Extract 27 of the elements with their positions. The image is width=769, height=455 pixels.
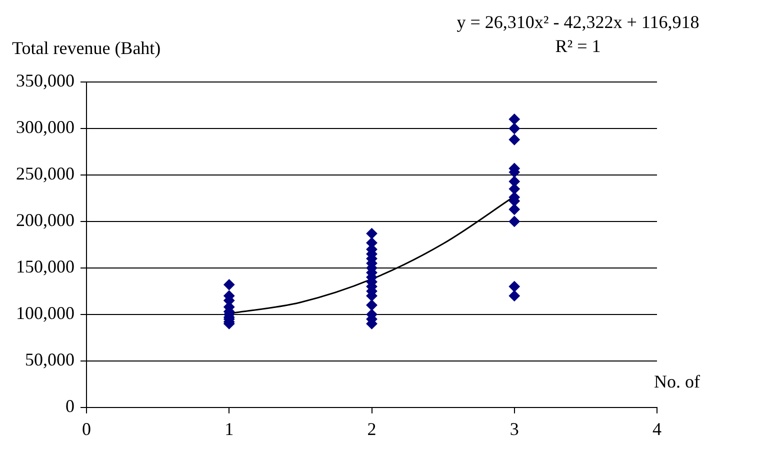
point: [508, 216, 520, 227]
text: y = 26,310x² - 42,322x + 116,918: [456, 12, 700, 32]
text: R² = 1: [555, 36, 601, 56]
point: [508, 290, 520, 302]
point: [508, 204, 520, 215]
x-tick-label: 3: [510, 418, 519, 439]
point: [366, 228, 378, 240]
point: [508, 114, 520, 125]
y-tick-label: 300,000: [16, 117, 74, 138]
y-tick-label: 150,000: [16, 256, 74, 277]
x-axis-title: No. of: [654, 371, 700, 392]
x-tick-label: 1: [224, 418, 234, 439]
y-tick-label: 0: [66, 396, 74, 416]
y-tick-label: 250,000: [16, 164, 74, 184]
y-tick-label: 200,000: [16, 210, 74, 230]
point: [366, 300, 378, 311]
y-tick-label: 100,000: [16, 303, 74, 324]
y-axis-title: Total revenue (Baht): [12, 38, 161, 58]
x-tick-label: 4: [652, 418, 662, 439]
point: [224, 279, 235, 290]
y-tick-label: 50,000: [25, 350, 74, 370]
x-tick-label: 2: [367, 418, 376, 439]
point: [508, 122, 520, 134]
point: [508, 134, 520, 146]
y-tick-label: 350,000: [16, 70, 74, 91]
x-tick-label: 0: [82, 418, 91, 439]
point: [508, 281, 520, 292]
